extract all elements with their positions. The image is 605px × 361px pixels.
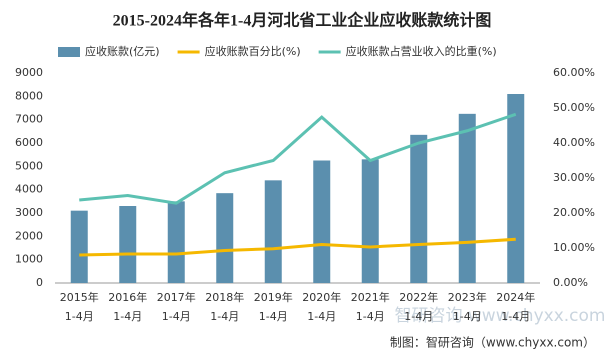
x-tick-label: 2018年: [205, 290, 244, 304]
x-tick-label: 2016年: [108, 290, 147, 304]
x-tick-label: 1-4月: [404, 310, 433, 323]
x-tick-label: 1-4月: [453, 310, 482, 323]
legend-label: 应收账款(亿元): [85, 44, 160, 58]
y2-tick-label: 0.00%: [553, 276, 588, 289]
y-tick-label: 7000: [15, 113, 43, 126]
x-tick-label: 1-4月: [162, 310, 191, 323]
x-tick-label: 2017年: [157, 290, 196, 304]
y-tick-label: 4000: [15, 183, 43, 196]
x-tick-label: 2015年: [60, 290, 99, 304]
bar: [70, 210, 88, 283]
x-tick-label: 2021年: [351, 290, 390, 304]
bar: [361, 159, 379, 283]
x-tick-label: 1-4月: [307, 310, 336, 323]
x-tick-label: 2024年: [496, 290, 535, 304]
x-tick-label: 1-4月: [210, 310, 239, 323]
x-tick-label: 1-4月: [356, 310, 385, 323]
bar: [313, 160, 331, 283]
legend-label: 应收账款占营业收入的比重(%): [346, 44, 497, 58]
legend-label: 应收账款百分比(%): [205, 44, 301, 58]
x-tick-label: 2019年: [254, 290, 293, 304]
bar: [264, 180, 282, 283]
y-tick-label: 1000: [15, 253, 43, 266]
bar: [410, 134, 428, 283]
watermark: 智研咨询 www.chyxx.com: [395, 306, 605, 326]
chart-title: 2015-2024年各年1-4月河北省工业企业应收账款统计图: [113, 11, 492, 30]
bar: [458, 113, 476, 283]
x-tick-label: 2023年: [448, 290, 487, 304]
bar: [119, 206, 137, 283]
x-tick-label: 1-4月: [65, 310, 94, 323]
y-tick-label: 5000: [15, 159, 43, 172]
x-tick-label: 1-4月: [501, 310, 530, 323]
y-tick-label: 2000: [15, 229, 43, 242]
x-tick-label: 2022年: [399, 290, 438, 304]
x-tick-label: 1-4月: [113, 310, 142, 323]
y2-tick-label: 60.00%: [553, 66, 595, 79]
y-tick-label: 6000: [15, 136, 43, 149]
line: [79, 112, 517, 205]
y-tick-label: 0: [36, 276, 43, 289]
y-tick-label: 8000: [15, 89, 43, 102]
bar: [216, 193, 234, 283]
x-tick-label: 2020年: [302, 290, 341, 304]
bar: [507, 94, 525, 283]
line: [79, 237, 516, 257]
y2-tick-label: 10.00%: [553, 241, 595, 254]
x-tick-label: 1-4月: [259, 310, 288, 323]
y-tick-label: 9000: [15, 66, 43, 79]
y2-tick-label: 50.00%: [553, 101, 595, 114]
y-tick-label: 3000: [15, 206, 43, 219]
source: 制图：智研咨询（www.chyxx.com）: [390, 335, 595, 350]
legend-swatch: [58, 47, 80, 57]
y2-tick-label: 30.00%: [553, 171, 595, 184]
y2-tick-label: 20.00%: [553, 206, 595, 219]
y2-tick-label: 40.00%: [553, 136, 595, 149]
bar: [167, 201, 185, 283]
